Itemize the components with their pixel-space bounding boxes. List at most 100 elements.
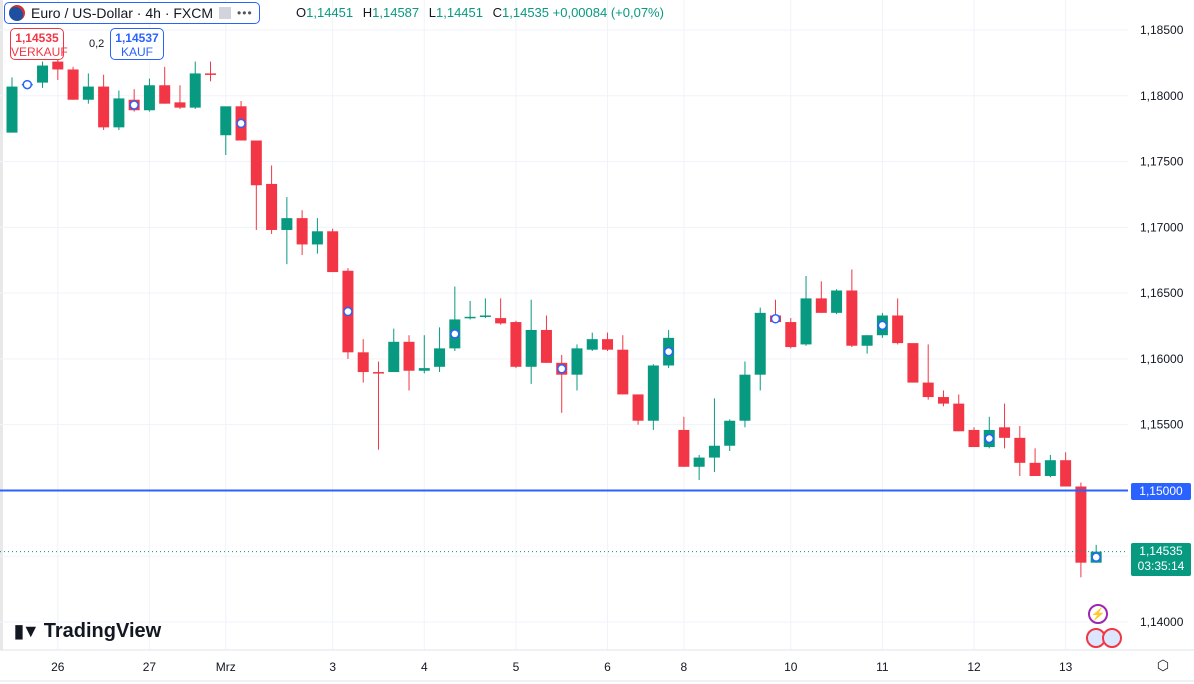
candle-body <box>327 231 339 273</box>
candle-body <box>52 61 64 70</box>
candle-body <box>220 106 232 136</box>
candle-body <box>82 86 94 100</box>
sell-price: 1,14535 <box>15 31 59 45</box>
ohlc-values: O1,14451 H1,14587 L1,14451 C1,14535 +0,0… <box>290 5 664 20</box>
flag-icon[interactable] <box>219 7 232 19</box>
candle-body <box>540 329 552 363</box>
candle-body <box>678 429 690 467</box>
candle-body <box>418 368 430 371</box>
y-tick-label: 1,16000 <box>1140 352 1184 366</box>
high-label: H <box>362 5 373 20</box>
candle-body <box>6 86 18 133</box>
lightning-event-icon[interactable]: ⚡ <box>1088 604 1108 624</box>
candle-body <box>647 365 659 421</box>
candle-body <box>311 231 323 245</box>
bar-countdown: 03:35:14 <box>1137 559 1185 573</box>
candle-body <box>98 86 110 128</box>
event-marker-icon <box>343 306 353 317</box>
event-marker-icon <box>22 79 33 90</box>
logo-text: TradingView <box>43 620 162 642</box>
candle-body <box>388 341 400 373</box>
candle-body <box>1060 460 1072 487</box>
candle-body <box>846 290 858 346</box>
ellipsis-icon[interactable]: ••• <box>237 6 253 20</box>
candle-body <box>1014 437 1026 463</box>
open-label: O <box>296 5 307 20</box>
candle-body <box>571 348 583 375</box>
candle-body <box>861 335 873 346</box>
candle-body <box>1044 460 1056 476</box>
price-axis[interactable]: 1,18500 1,18000 1,17500 1,17000 1,16500 1,160… <box>1128 0 1194 684</box>
candle-body <box>937 397 949 404</box>
candle-body <box>785 322 797 348</box>
last-price-tag: 1,14535 03:35:14 <box>1131 543 1191 576</box>
buy-button[interactable]: 1,14537 KAUF <box>110 28 164 60</box>
x-tick-label: 27 <box>143 660 157 674</box>
candle-body <box>510 322 522 367</box>
sell-label: VERKAUF <box>11 45 68 59</box>
y-tick-label: 1,15500 <box>1140 418 1184 432</box>
close-label: C <box>492 5 503 20</box>
x-tick-label: 26 <box>51 660 65 674</box>
candle-body <box>250 140 262 186</box>
event-marker-icon <box>556 364 567 374</box>
x-tick-label: Mrz <box>216 660 236 674</box>
candle-body <box>708 445 720 458</box>
candle-body <box>1075 486 1087 563</box>
x-tick-label: 13 <box>1059 660 1073 674</box>
candle-body <box>831 290 843 313</box>
candle-body <box>479 315 491 317</box>
candles <box>6 58 1102 578</box>
candle-body <box>953 403 965 432</box>
event-marker-icon <box>877 320 888 331</box>
tradingview-logo[interactable]: ▮▼ TradingView <box>14 620 161 643</box>
left-edge <box>0 0 3 650</box>
candle-body <box>495 318 507 324</box>
candle-body <box>143 85 155 111</box>
change-value: +0,00084 (+0,07%) <box>552 5 664 20</box>
event-marker-icon <box>236 118 246 129</box>
y-tick-label: 1,17000 <box>1140 220 1184 234</box>
time-axis[interactable]: 26 27 Mrz 3 4 5 6 8 10 11 12 13 <box>0 649 1194 682</box>
candle-body <box>739 374 751 421</box>
last-price-label: 1,14535 <box>1139 544 1183 558</box>
event-marker-icon <box>663 346 674 357</box>
x-tick-label: 10 <box>784 660 798 674</box>
candle-body <box>724 420 736 446</box>
candle-body <box>815 298 827 313</box>
candle-body <box>189 73 201 108</box>
x-tick-label: 8 <box>681 660 688 674</box>
candle-body <box>174 102 186 108</box>
candle-body <box>693 457 705 467</box>
candle-body <box>205 73 217 75</box>
overlays <box>0 79 1128 562</box>
close-value: 1,14535 <box>502 5 550 20</box>
candle-body <box>67 69 79 100</box>
candle-body <box>968 429 980 448</box>
candle-body <box>434 348 446 367</box>
y-tick-label: 1,17500 <box>1140 155 1184 169</box>
event-marker-icon <box>770 314 781 324</box>
y-tick-label: 1,14000 <box>1140 615 1184 629</box>
candle-body <box>754 312 766 375</box>
y-tick-label: 1,18500 <box>1140 23 1184 37</box>
tradingview-logo-icon: ▮▼ <box>14 621 40 641</box>
x-tick-label: 6 <box>604 660 611 674</box>
chart-settings-icon[interactable]: ⬡ <box>1156 657 1170 673</box>
x-tick-label: 12 <box>967 660 981 674</box>
candle-body <box>266 183 278 230</box>
candle-body <box>800 298 812 345</box>
candle-body <box>403 341 415 371</box>
sell-button[interactable]: 1,14535 VERKAUF <box>10 28 68 60</box>
buy-price: 1,14537 <box>115 31 159 45</box>
candle-body <box>617 349 629 395</box>
symbol-title: Euro / US-Dollar · 4h · FXCM <box>31 5 214 21</box>
high-value: 1,14587 <box>372 5 420 20</box>
eur-usd-flag-icon <box>9 5 25 21</box>
us-economic-event-icon[interactable] <box>1102 628 1122 648</box>
x-tick-label: 4 <box>421 660 428 674</box>
spread-value: 0,2 <box>89 38 105 50</box>
horizontal-line-price-tag: 1,15000 <box>1131 483 1191 500</box>
symbol-legend[interactable]: Euro / US-Dollar · 4h · FXCM ••• <box>4 2 260 24</box>
